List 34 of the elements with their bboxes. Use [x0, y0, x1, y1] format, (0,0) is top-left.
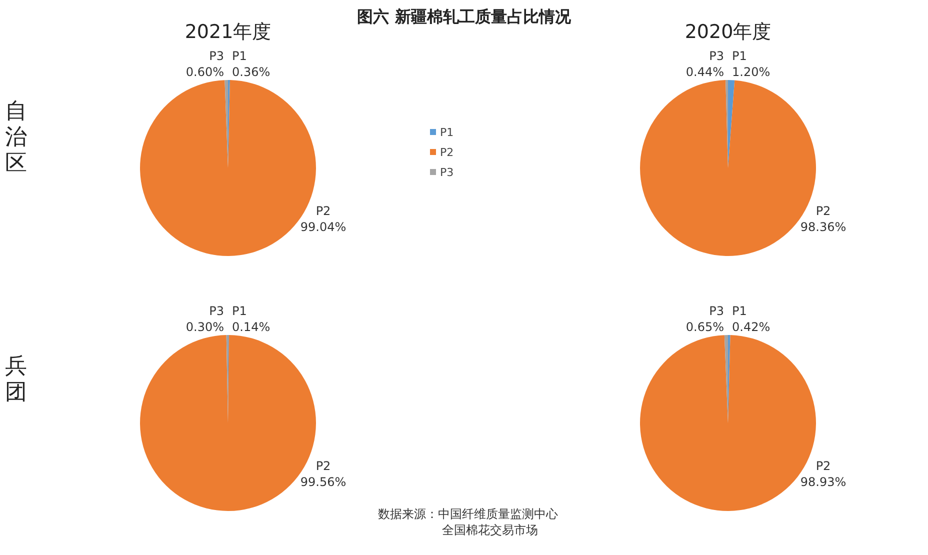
text: 兵团: [5, 354, 27, 405]
data-label: 0.60%: [186, 65, 224, 79]
text: 自治区: [5, 99, 27, 176]
data-label: 0.42%: [732, 320, 770, 334]
data-label: 1.20%: [732, 65, 770, 79]
data-label: 98.36%: [800, 220, 846, 234]
data-label: 0.30%: [186, 320, 224, 334]
slice-label: P1: [732, 304, 747, 318]
slice-label: P2: [316, 459, 331, 473]
slice-label: P2: [816, 459, 831, 473]
data-label: 98.93%: [800, 475, 846, 489]
slice-label: P2: [816, 204, 831, 218]
slice-label: P3: [209, 304, 224, 318]
data-label: 99.04%: [300, 220, 346, 234]
chart-title: 2021年度: [184, 21, 272, 43]
data-label: 0.44%: [686, 65, 724, 79]
chart-title: 2020年度: [684, 21, 772, 43]
slice-label: P3: [709, 49, 724, 63]
legend-label: P1: [440, 126, 454, 139]
text: 图六 新疆棉轧工质量占比情况: [357, 7, 572, 26]
text: 全国棉花交易市场: [442, 523, 538, 537]
data-label: 0.65%: [686, 320, 724, 334]
slice-label: P2: [316, 204, 331, 218]
source-note: 数据来源：中国纤维质量监测中心: [378, 507, 558, 521]
slice-label: P1: [232, 49, 247, 63]
data-label: 99.56%: [300, 475, 346, 489]
slice-label: P1: [232, 304, 247, 318]
legend-label: P2: [440, 146, 454, 159]
legend-label: P3: [440, 166, 454, 179]
data-label: 0.36%: [232, 65, 270, 79]
slice-label: P3: [209, 49, 224, 63]
slice-label: P3: [709, 304, 724, 318]
slice-label: P1: [732, 49, 747, 63]
data-label: 0.14%: [232, 320, 270, 334]
